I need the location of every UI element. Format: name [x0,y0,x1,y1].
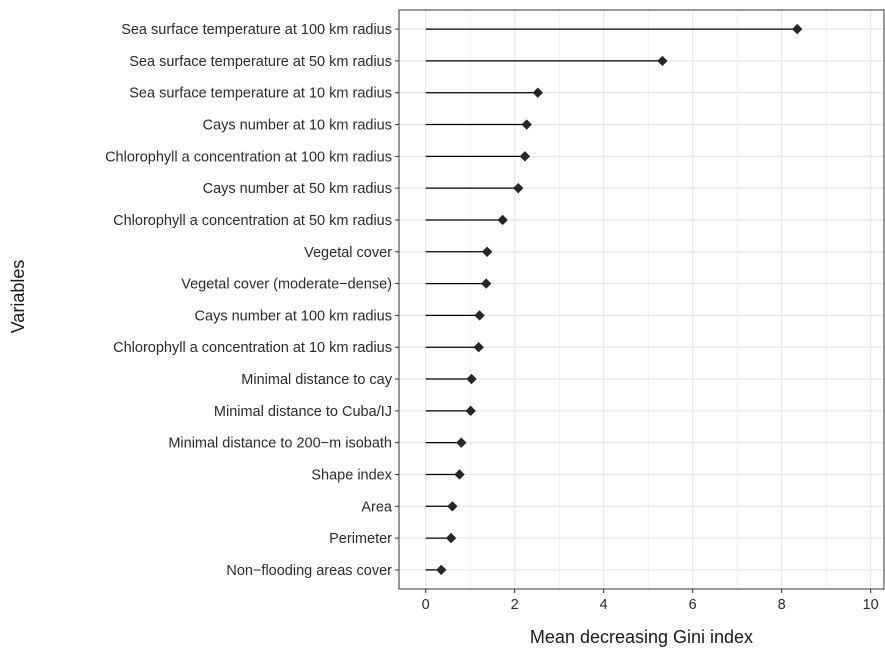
y-tick-label: Minimal distance to cay [241,372,392,388]
lollipop-marker [481,278,492,289]
lollipop-marker [465,405,476,417]
lollipop-marker [474,310,485,321]
lollipop-marker [657,55,668,67]
lollipop-marker [513,182,524,194]
lollipop-marker [497,214,508,226]
y-tick-label: Non−flooding areas cover [226,563,392,579]
lollipop-marker [521,119,532,130]
lollipop-marker [481,246,493,257]
y-tick-label: Sea surface temperature at 10 km radius [129,86,392,102]
lollipop-marker [454,469,465,480]
y-tick-label: Minimal distance to 200−m isobath [168,436,392,452]
lollipop-marker [792,23,803,35]
lollipop-marker [456,437,467,448]
y-axis-title: Variables [8,260,28,334]
grid-layer [399,10,884,589]
lollipop-marker [436,564,447,576]
y-tick-label: Cays number at 100 km radius [195,308,392,324]
y-tick-label: Chlorophyll a concentration at 50 km rad… [113,213,392,229]
panel-border [398,9,885,590]
y-tick-label: Perimeter [329,531,392,547]
x-tick-label: 6 [689,597,697,613]
lollipop-marker [532,87,544,98]
y-tick-label: Vegetal cover [304,245,392,261]
y-tick-label: Chlorophyll a concentration at 10 km rad… [113,340,392,356]
x-tick-label: 2 [511,597,519,613]
y-tick-label: Sea surface temperature at 50 km radius [129,54,392,70]
x-tick-label: 0 [422,597,430,613]
y-tick-label: Minimal distance to Cuba/IJ [214,404,392,420]
x-axis: 0 2 4 6 8 10 [422,589,879,613]
x-tick-label: 10 [863,597,879,613]
y-tick-label: Cays number at 10 km radius [203,118,392,134]
y-tick-label: Cays number at 50 km radius [203,181,392,197]
y-tick-label: Sea surface temperature at 100 km radius [121,22,392,38]
x-tick-label: 8 [778,597,786,613]
marker-layer [436,23,803,576]
y-tick-label: Shape index [311,467,392,483]
y-axis: Sea surface temperature at 100 km radius… [105,22,399,579]
lollipop-marker [466,373,477,385]
lollipop-marker [447,501,458,512]
x-tick-label: 4 [600,597,608,613]
lollipop-marker [445,532,457,544]
x-axis-title: Mean decreasing Gini index [530,627,753,647]
y-tick-label: Vegetal cover (moderate−dense) [181,277,392,293]
lollipop-marker [473,342,484,353]
lollipop-marker [519,151,531,162]
stem-layer [425,28,798,571]
y-tick-label: Area [361,499,393,515]
y-tick-label: Chlorophyll a concentration at 100 km ra… [105,149,392,165]
